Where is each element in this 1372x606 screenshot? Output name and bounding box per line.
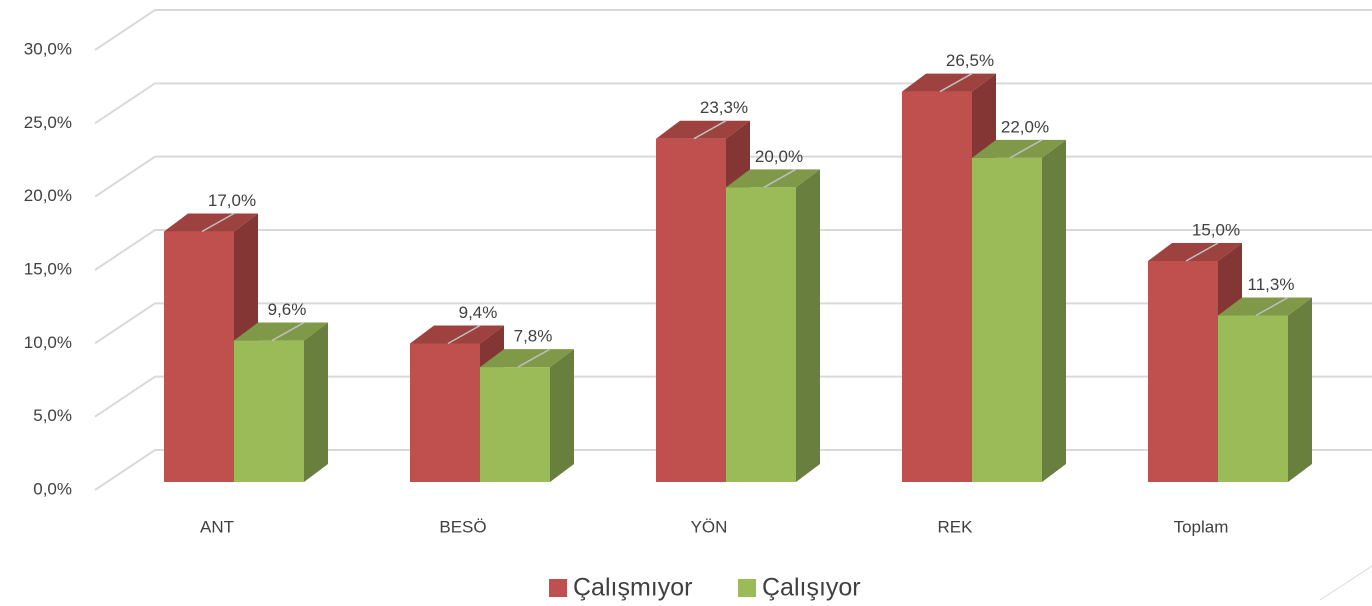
bar xyxy=(1218,297,1312,482)
bar-side xyxy=(796,169,820,483)
bar-front xyxy=(972,157,1042,482)
data-label: 22,0% xyxy=(1001,117,1049,136)
legend-label: Çalışmıyor xyxy=(573,574,692,602)
leader-line xyxy=(939,72,973,93)
bar xyxy=(726,169,820,483)
y-tick-label: 20,0% xyxy=(24,186,72,205)
bar-front xyxy=(902,91,972,483)
data-label: 26,5% xyxy=(946,51,994,70)
data-label: 20,0% xyxy=(755,147,803,166)
data-label: 23,3% xyxy=(700,98,748,117)
decoration xyxy=(1319,565,1372,601)
legend-label: Çalışıyor xyxy=(762,574,861,602)
bar-front xyxy=(1218,315,1288,482)
bar-side xyxy=(304,322,328,482)
data-label: 7,8% xyxy=(514,327,553,346)
y-tick-label: 5,0% xyxy=(33,406,72,425)
bar-front xyxy=(480,367,550,482)
leader-line xyxy=(1255,296,1289,317)
bar xyxy=(234,322,328,482)
leader-line xyxy=(517,348,551,368)
bar-front xyxy=(726,187,796,483)
bar-front xyxy=(656,138,726,483)
leader-line xyxy=(271,321,305,342)
data-label: 17,0% xyxy=(208,191,256,210)
grid-line xyxy=(94,9,1372,51)
bar-top xyxy=(1218,297,1312,316)
leader-line xyxy=(763,168,797,188)
x-tick-label: REK xyxy=(938,517,974,536)
bar-side xyxy=(550,349,574,482)
bar-front xyxy=(1148,261,1218,482)
bar-front xyxy=(234,340,304,482)
y-tick-label: 25,0% xyxy=(24,113,72,132)
bar-top xyxy=(234,322,328,341)
x-tick-label: YÖN xyxy=(691,517,728,536)
bar-top xyxy=(410,325,504,344)
y-tick-label: 30,0% xyxy=(24,39,72,58)
x-tick-label: Toplam xyxy=(1174,517,1229,536)
data-label: 15,0% xyxy=(1192,220,1240,239)
legend-swatch xyxy=(549,579,567,597)
bar xyxy=(972,139,1066,482)
bar-top xyxy=(902,73,996,92)
leader-line xyxy=(693,120,727,140)
bar-side xyxy=(1288,297,1312,482)
leader-line xyxy=(447,324,481,345)
legend-swatch xyxy=(738,579,756,597)
bar xyxy=(480,349,574,482)
bar-top xyxy=(656,120,750,139)
bar-top xyxy=(726,169,820,188)
bar-top xyxy=(972,139,1066,158)
y-tick-label: 0,0% xyxy=(33,479,72,498)
bar-top xyxy=(480,349,574,368)
x-tick-label: ANT xyxy=(200,517,234,536)
x-tick-label: BESÖ xyxy=(439,517,486,536)
y-tick-label: 10,0% xyxy=(24,333,72,352)
data-label: 9,4% xyxy=(459,303,498,322)
bar-side xyxy=(1042,139,1066,482)
bar-top xyxy=(164,213,258,232)
bar-front xyxy=(164,231,234,482)
data-label: 9,6% xyxy=(268,300,307,319)
legend: Çalışmıyor Çalışıyor xyxy=(549,574,861,602)
bar-front xyxy=(410,343,480,482)
leader-line xyxy=(201,212,235,233)
leader-line xyxy=(1009,139,1043,159)
data-label: 11,3% xyxy=(1248,275,1295,294)
leader-line xyxy=(1185,242,1219,262)
y-tick-label: 15,0% xyxy=(24,259,72,278)
bar-top xyxy=(1148,243,1242,261)
